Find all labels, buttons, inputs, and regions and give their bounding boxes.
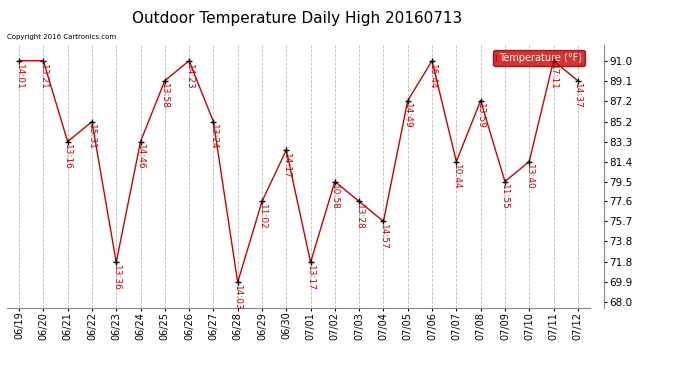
Text: 13:21: 13:21	[39, 63, 48, 89]
Legend: Temperature (°F): Temperature (°F)	[493, 50, 585, 66]
Text: 14:01: 14:01	[14, 63, 23, 89]
Text: 13:59: 13:59	[476, 104, 485, 129]
Text: 11:02: 11:02	[257, 204, 266, 230]
Text: 14:57: 14:57	[379, 224, 388, 250]
Text: 13:36: 13:36	[112, 265, 121, 291]
Text: Outdoor Temperature Daily High 20160713: Outdoor Temperature Daily High 20160713	[132, 11, 462, 26]
Text: 14:17: 14:17	[282, 153, 290, 178]
Text: 13:17: 13:17	[306, 265, 315, 291]
Text: 14:03: 14:03	[233, 285, 242, 311]
Text: 13:40: 13:40	[524, 164, 534, 190]
Text: 10:58: 10:58	[331, 184, 339, 210]
Text: 16:44: 16:44	[428, 63, 437, 89]
Text: 15:31: 15:31	[88, 124, 97, 150]
Text: 10:44: 10:44	[452, 164, 461, 190]
Text: Copyright 2016 Cartronics.com: Copyright 2016 Cartronics.com	[7, 34, 116, 40]
Text: 13:16: 13:16	[63, 144, 72, 170]
Text: 13:28: 13:28	[355, 204, 364, 230]
Text: 14:23: 14:23	[185, 63, 194, 89]
Text: 13:58: 13:58	[160, 84, 169, 110]
Text: 14:37: 14:37	[573, 84, 582, 109]
Text: 14:49: 14:49	[403, 104, 412, 129]
Text: 17:11: 17:11	[549, 63, 558, 89]
Text: 13:24: 13:24	[209, 124, 218, 150]
Text: 14:46: 14:46	[136, 144, 145, 170]
Text: 11:55: 11:55	[500, 184, 509, 210]
